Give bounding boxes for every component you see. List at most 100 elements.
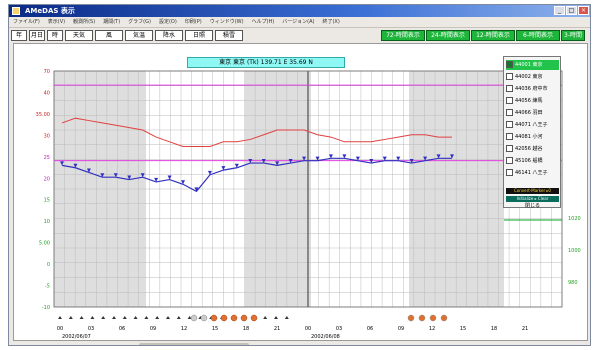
toolbar-button-1[interactable]: 月日 — [29, 30, 45, 41]
wind-barb — [221, 166, 226, 171]
toolbar-button-6[interactable]: 降水 — [155, 30, 183, 41]
station-item[interactable]: 44056 練馬 — [506, 96, 559, 106]
weather-marker — [90, 316, 95, 319]
station-item[interactable]: 45106 船橋 — [506, 156, 559, 166]
checkbox-icon[interactable] — [506, 121, 513, 128]
period-button-1[interactable]: 24-時間表示 — [426, 30, 470, 41]
toolbar-button-4[interactable]: 風 — [95, 30, 123, 41]
sun-icon — [240, 314, 248, 322]
weather-marker — [274, 316, 278, 319]
convert-marker-button[interactable]: Convert-Marker ▸0 — [506, 188, 559, 194]
wind-barb — [181, 180, 186, 185]
toolbar-button-5[interactable]: 気温 — [125, 30, 153, 41]
y-right-tick-label: 980 — [568, 280, 578, 286]
wind-barb — [113, 173, 118, 178]
checkbox-icon[interactable] — [506, 109, 513, 116]
period-button-3[interactable]: 6-時間表示 — [516, 30, 560, 41]
station-item[interactable]: 44036 府中市 — [506, 84, 559, 94]
station-item[interactable]: 46141 八王子 — [506, 168, 559, 178]
station-label: 46141 八王子 — [515, 170, 548, 176]
y-tick-label: 0 — [47, 262, 50, 268]
checkbox-icon[interactable] — [506, 145, 513, 152]
y-tick-label: 35.00 — [36, 112, 50, 118]
station-label: 44002 東京 — [515, 74, 543, 80]
x-tick-label: 03 — [336, 326, 342, 332]
weather-icon — [418, 314, 426, 322]
sun-icon — [220, 314, 228, 322]
x-tick-label: 21 — [522, 326, 528, 332]
menu-item-10[interactable]: 終了(X) — [322, 19, 340, 25]
weather-marker — [187, 316, 192, 319]
checkbox-icon[interactable] — [506, 157, 513, 164]
wind-barb — [382, 156, 387, 161]
station-item[interactable]: 44001 東京 — [506, 60, 559, 70]
weather-marker — [79, 316, 84, 319]
station-item[interactable]: 44081 小河 — [506, 132, 559, 142]
sun-icon — [210, 314, 218, 322]
wind-barb — [409, 159, 414, 164]
toolbar-button-0[interactable]: 年 — [11, 30, 27, 41]
period-button-0[interactable]: 72-時間表示 — [381, 30, 425, 41]
weather-icon — [200, 314, 208, 322]
weather-marker — [263, 316, 268, 319]
title-bar[interactable]: AMeDAS 表示 _ □ × — [9, 5, 590, 17]
station-item[interactable]: 44066 羽田 — [506, 108, 559, 118]
station-item[interactable]: 42056 越谷 — [506, 144, 559, 154]
time-series-chart: 70 40 35.00 30 25 20 15 10 5.00 0 -5 -10 1020 1000 980… — [36, 69, 581, 340]
toolbar-button-7[interactable]: 日照 — [185, 30, 213, 41]
menu-item-6[interactable]: 印刷(P) — [184, 19, 202, 25]
checkbox-icon[interactable] — [506, 169, 513, 176]
x-date-label: 2002/06/07 — [62, 334, 91, 340]
period-button-4[interactable]: 3-時間 — [561, 30, 585, 41]
checkbox-icon[interactable] — [506, 61, 513, 68]
wind-barb — [288, 159, 293, 164]
menu-item-4[interactable]: グラフ(G) — [128, 19, 151, 25]
station-label: 44036 府中市 — [515, 86, 548, 92]
checkbox-icon[interactable] — [506, 97, 513, 104]
maximize-icon[interactable]: □ — [566, 6, 577, 15]
horizontal-scrollbar[interactable] — [139, 343, 249, 345]
checkbox-icon[interactable] — [506, 85, 513, 92]
checkbox-icon[interactable] — [506, 133, 513, 140]
station-item[interactable]: 44002 東京 — [506, 72, 559, 82]
menu-item-1[interactable]: 表示(V) — [47, 19, 66, 25]
close-icon[interactable]: × — [578, 6, 589, 15]
menu-item-5[interactable]: 設定(O) — [158, 19, 177, 25]
y-tick-label: 30 — [44, 133, 50, 139]
weather-marker — [122, 316, 127, 319]
y-tick-label: -10 — [42, 305, 50, 311]
weather-marker — [144, 316, 149, 319]
weather-marker — [101, 316, 106, 319]
x-tick-label: 12 — [429, 326, 435, 332]
menu-item-2[interactable]: 観測所(S) — [73, 19, 96, 25]
initialize-button[interactable]: Initialize ▸ Clear — [506, 196, 559, 202]
x-tick-label: 18 — [491, 326, 497, 332]
close-panel-button[interactable]: 閉じる — [524, 203, 540, 209]
menu-item-9[interactable]: バージョン(A) — [282, 19, 315, 25]
menu-item-7[interactable]: ウィンドウ(W) — [209, 19, 244, 25]
menu-item-3[interactable]: 期間(T) — [103, 19, 121, 25]
station-item[interactable]: 44071 八王子 — [506, 120, 559, 130]
station-label: 45106 船橋 — [515, 158, 543, 164]
checkbox-icon[interactable] — [506, 73, 513, 80]
toolbar-button-2[interactable]: 時 — [47, 30, 63, 41]
weather-icon — [440, 314, 448, 322]
toolbar-button-8[interactable]: 積雪 — [215, 30, 243, 41]
menu-item-0[interactable]: ファイル(F) — [13, 19, 40, 25]
station-label: 44081 小河 — [515, 134, 543, 140]
period-button-2[interactable]: 12-時間表示 — [471, 30, 515, 41]
wind-barb — [248, 159, 253, 164]
y-tick-label: 15 — [44, 198, 50, 204]
toolbar: 年月日時天気風気温 降水 日照 積雪 72-時間表示 24-時間表示 12-時間表示 6-時間… — [11, 30, 588, 41]
wind-barb — [207, 170, 212, 175]
menu-item-8[interactable]: ヘルプ(H) — [251, 19, 275, 25]
x-tick-label: 15 — [460, 326, 466, 332]
minimize-icon[interactable]: _ — [554, 6, 565, 15]
weather-icon — [429, 314, 437, 322]
wind-barb — [140, 173, 145, 178]
weather-marker — [133, 316, 138, 319]
toolbar-button-3[interactable]: 天気 — [65, 30, 93, 41]
x-tick-label: 18 — [243, 326, 249, 332]
x-tick-label: 12 — [181, 326, 187, 332]
y-tick-label: 20 — [44, 176, 50, 182]
